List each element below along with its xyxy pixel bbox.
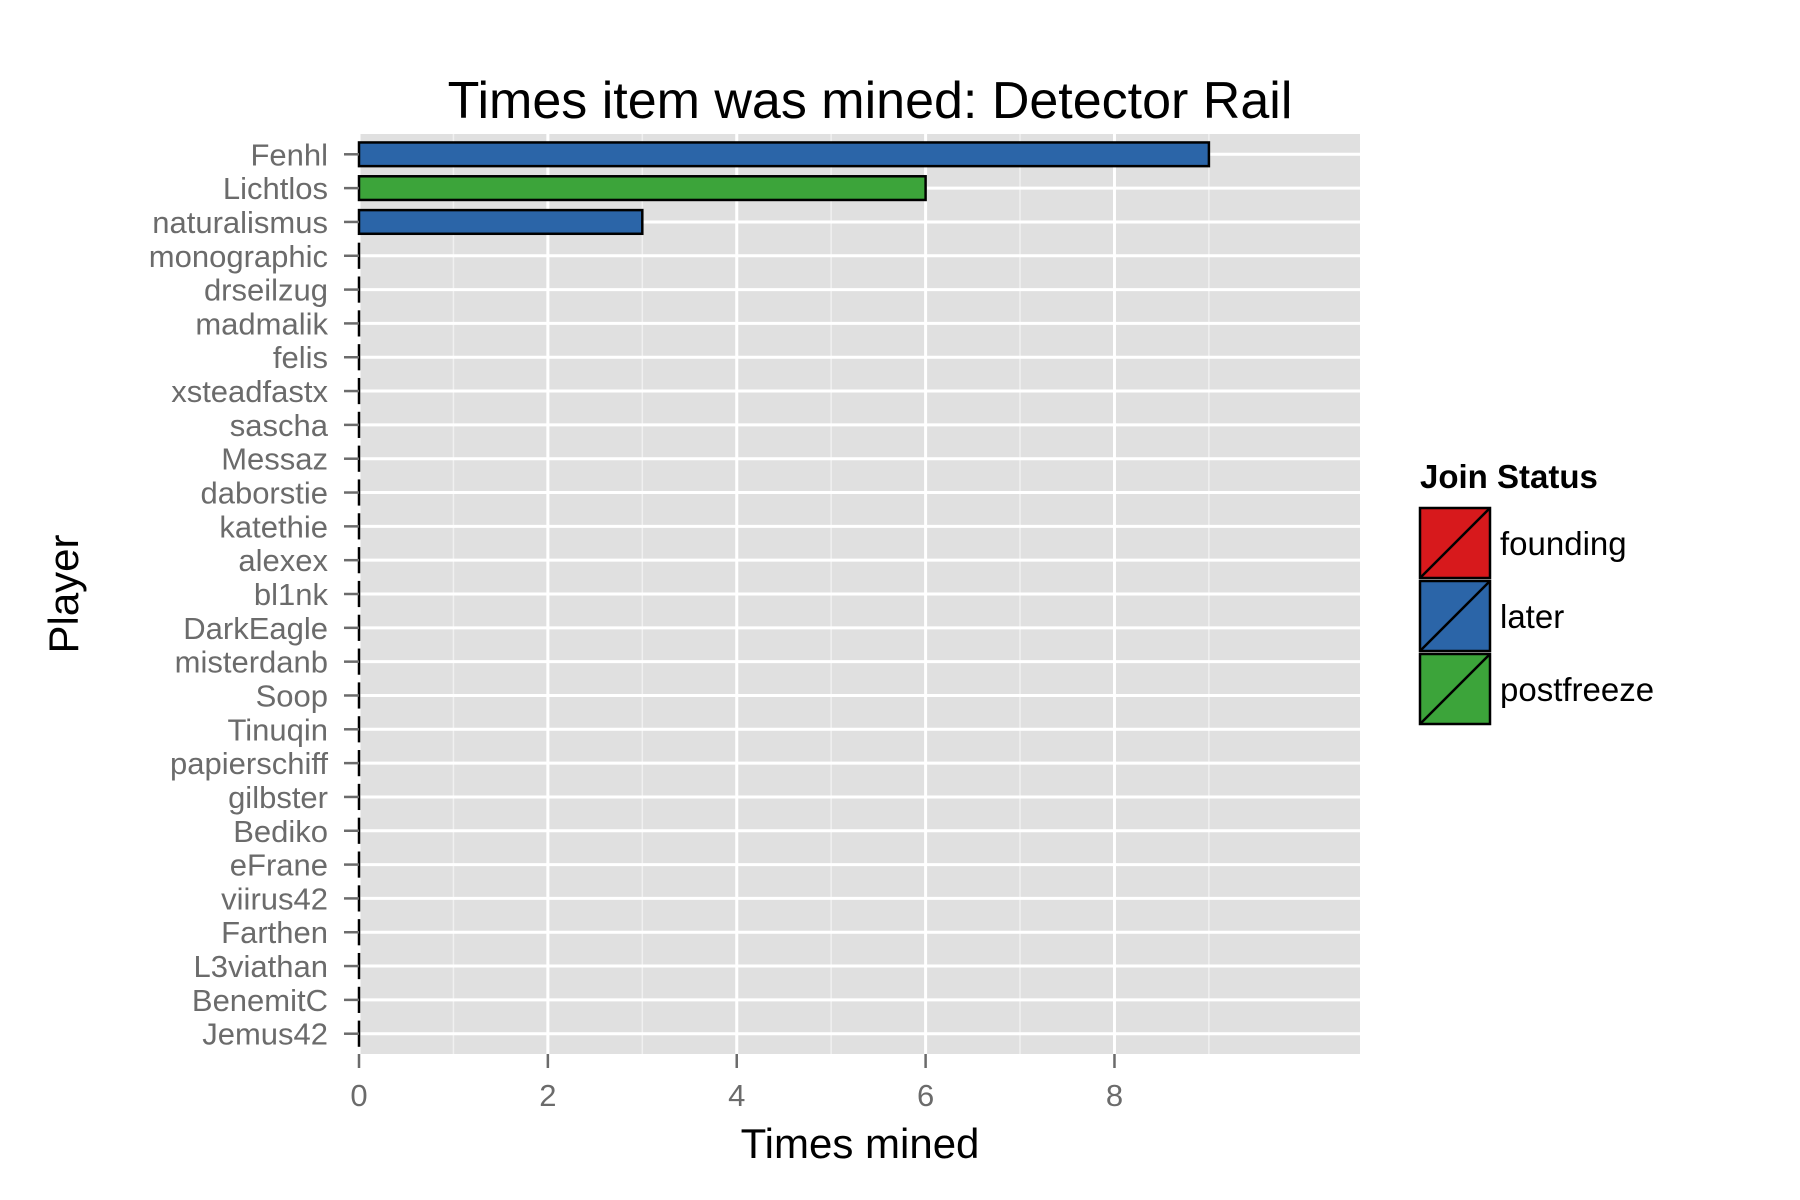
legend-title: Join Status: [1420, 458, 1598, 495]
bar: [357, 141, 1211, 168]
legend-label: founding: [1500, 525, 1627, 562]
bar: [357, 208, 644, 236]
y-tick-label: drseilzug: [204, 273, 328, 308]
legend-key-diagonal: [1419, 653, 1491, 725]
y-tick-label: sascha: [230, 408, 329, 443]
y-axis-title: Player: [40, 534, 87, 653]
bar: [357, 175, 927, 202]
y-tick-label: BenemitC: [192, 983, 328, 1018]
y-tick-label: Soop: [256, 678, 328, 713]
x-axis-title: Times mined: [741, 1120, 980, 1167]
y-tick-label: viirus42: [221, 881, 328, 916]
y-tick-label: Fenhl: [250, 137, 328, 172]
y-tick-label: Bediko: [233, 814, 328, 849]
legend-key-diagonal: [1419, 580, 1491, 652]
y-tick-label: Tinuqin: [227, 712, 328, 747]
legend: Join Status founding later postfreeze: [1418, 458, 1654, 726]
legend-label: postfreeze: [1500, 671, 1654, 708]
x-tick-label: 8: [1106, 1078, 1123, 1113]
y-tick-label: naturalismus: [152, 205, 328, 240]
y-tick-label: papierschiff: [170, 746, 328, 781]
y-tick-label: monographic: [149, 239, 328, 274]
y-tick-label: katethie: [219, 509, 328, 544]
x-tick-label: 6: [917, 1078, 934, 1113]
y-tick-label: bl1nk: [254, 577, 329, 612]
y-tick-label: gilbster: [228, 780, 328, 815]
y-tick-label: L3viathan: [194, 949, 328, 984]
y-tick-label: Jemus42: [202, 1017, 328, 1052]
x-tick-label: 2: [539, 1078, 556, 1113]
x-axis: 0 2 4 6 8: [350, 1054, 1123, 1113]
y-tick-label: xsteadfastx: [171, 374, 328, 409]
y-tick-label: madmalik: [195, 306, 328, 341]
y-tick-label: Messaz: [221, 442, 328, 477]
legend-label: later: [1500, 598, 1564, 635]
y-tick-label: eFrane: [230, 848, 328, 883]
x-tick-label: 0: [350, 1078, 367, 1113]
y-tick-label: Farthen: [221, 915, 328, 950]
y-tick-label: misterdanb: [175, 645, 328, 680]
y-tick-label: felis: [273, 340, 328, 375]
legend-key-diagonal: [1419, 507, 1491, 579]
y-tick-label: alexex: [238, 543, 328, 578]
x-tick-label: 4: [728, 1078, 745, 1113]
chart-title: Times item was mined: Detector Rail: [448, 72, 1293, 130]
y-axis: FenhlLichtlosnaturalismusmonographicdrse…: [149, 137, 359, 1052]
y-tick-label: Lichtlos: [223, 171, 328, 206]
y-tick-label: daborstie: [200, 476, 328, 511]
y-tick-label: DarkEagle: [183, 611, 328, 646]
